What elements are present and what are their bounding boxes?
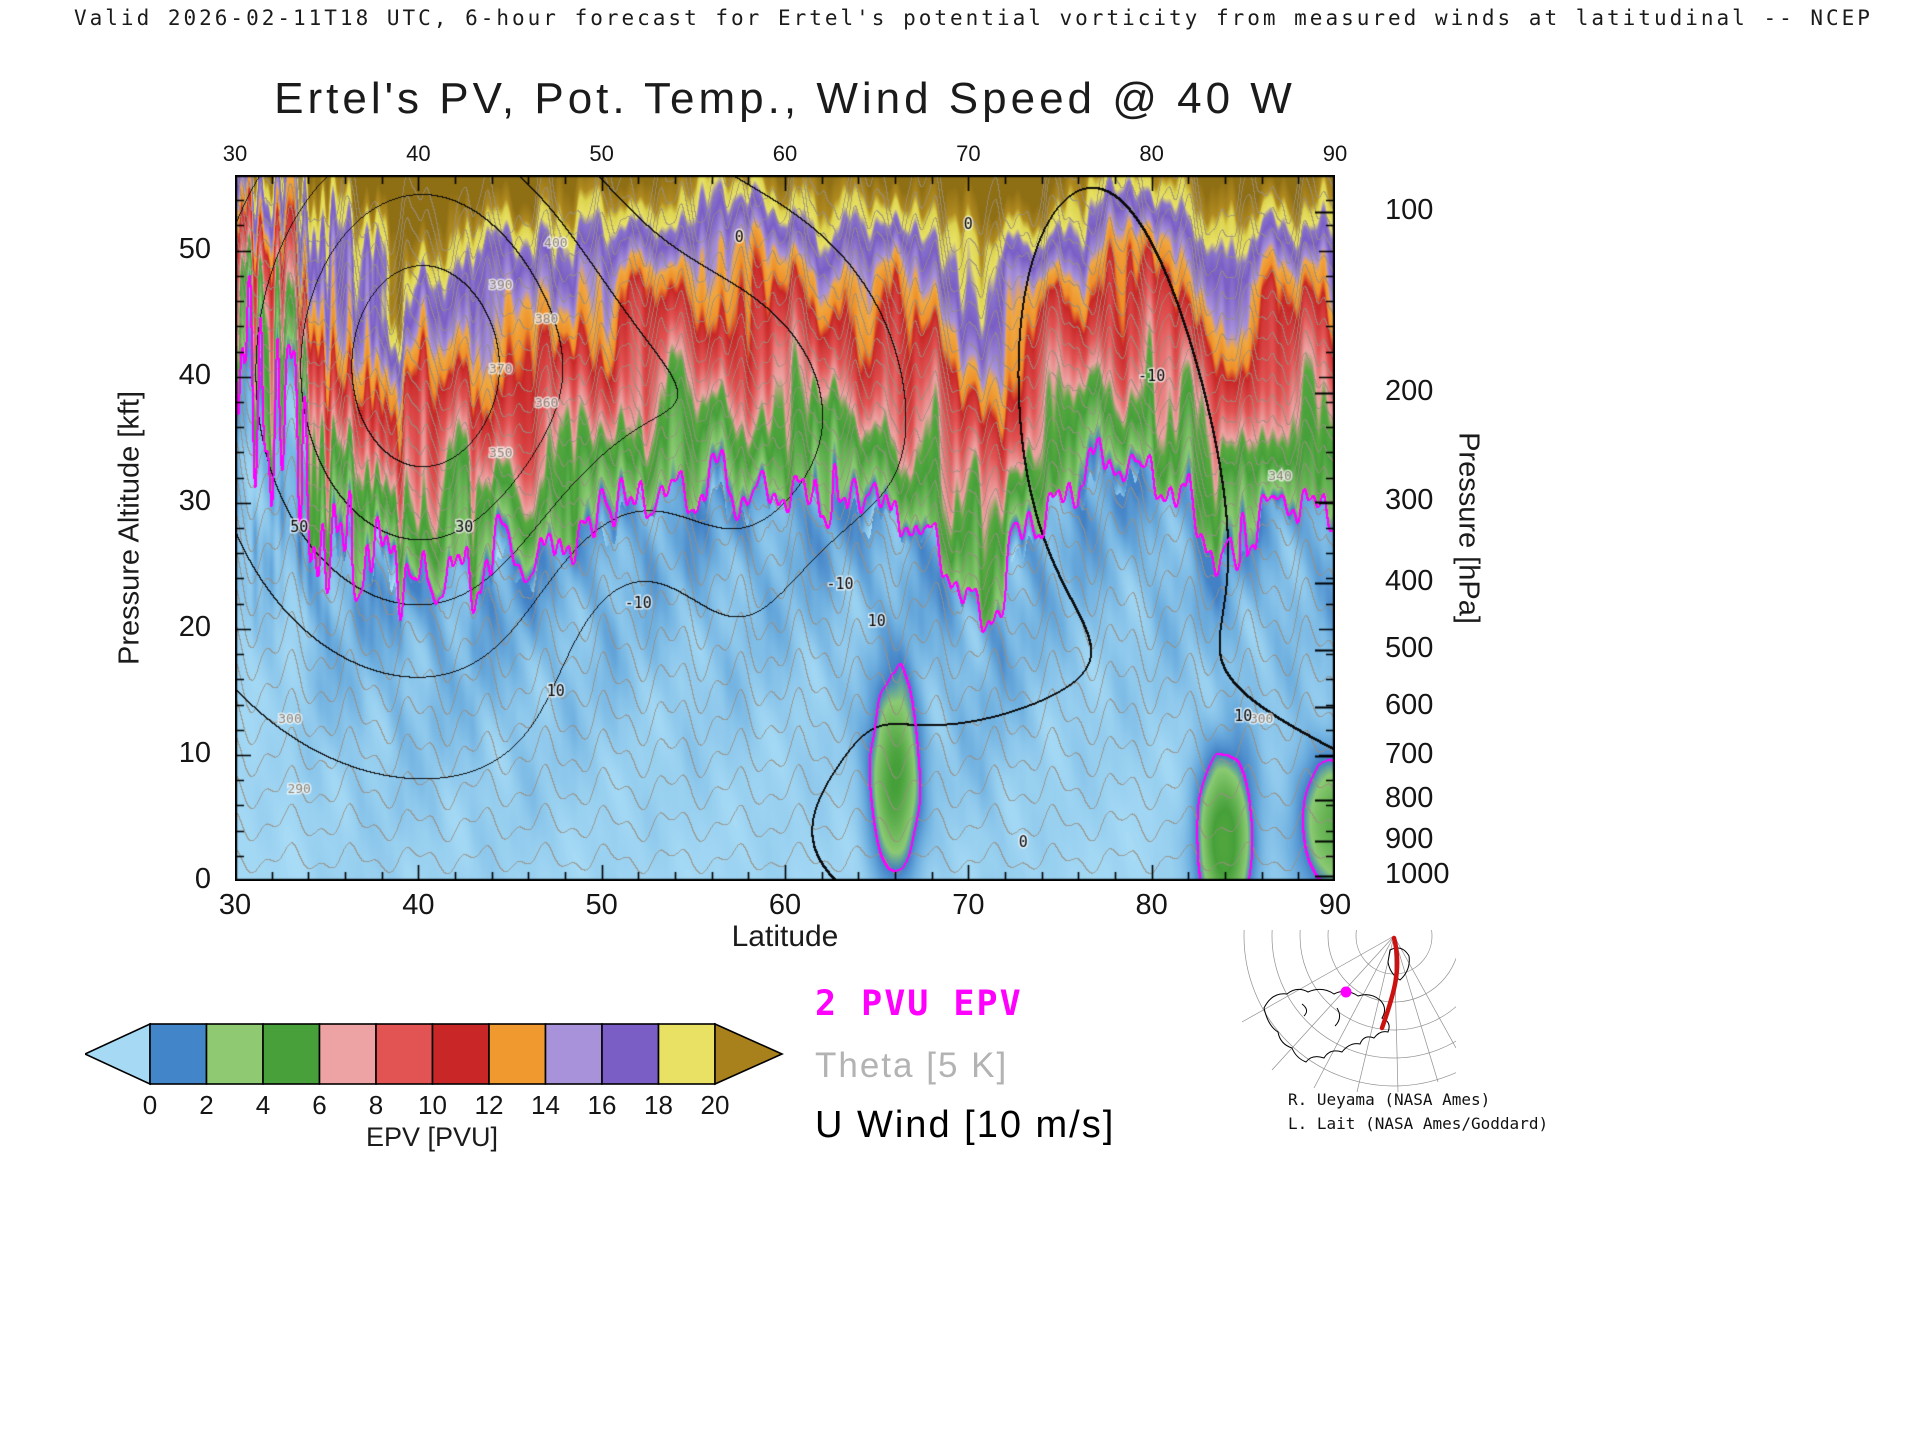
x-axis-title-latitude: Latitude [731,920,839,953]
colorbar-tick-label: 4 [255,1090,271,1120]
plot-title: Ertel's PV, Pot. Temp., Wind Speed @ 40 … [274,74,1296,123]
colorbar-segment [375,1023,434,1085]
x-axis-top-tick-label: 30 [222,141,248,166]
validity-header: Valid 2026-02-11T18 UTC, 6-hour forecast… [74,6,1873,30]
x-axis-tick-label: 70 [952,889,985,921]
x-axis-top-tick-label: 50 [589,141,614,166]
x-axis-top-tick-label: 40 [406,141,431,166]
map-location-dot [1340,986,1352,998]
y-axis-right-tick-label: 1000 [1385,857,1450,890]
colorbar-tick-label: 10 [418,1090,447,1120]
y-axis-right-tick-label: 600 [1385,689,1434,722]
colorbar-segment [657,1023,716,1085]
x-axis-tick-label: 40 [402,889,435,921]
colorbar-tick-label: 20 [700,1090,730,1120]
credit-line-2: L. Lait (NASA Ames/Goddard) [1288,1114,1549,1133]
y-axis-left-tick-label: 30 [178,484,211,517]
colorbar-tick-label: 2 [199,1090,214,1120]
epv-colorbar [85,1022,784,1086]
colorbar-label: EPV [PVU] [365,1122,499,1152]
map-coastline [1263,947,1410,1063]
colorbar-segment [262,1023,321,1085]
y-axis-left-tick-label: 50 [178,232,211,265]
y-axis-right-tick-label: 400 [1385,565,1434,598]
y-axis-left-tick-label: 0 [194,863,211,895]
x-axis-tick-label: 30 [218,889,252,921]
colorbar-tick-label: 14 [531,1090,560,1120]
colorbar-tick-label: 6 [312,1090,327,1120]
x-axis-tick-label: 50 [585,889,618,921]
colorbar-tick-label: 12 [474,1090,504,1120]
colorbar-tick-label: 0 [142,1090,158,1120]
x-axis-top-tick-label: 80 [1139,141,1164,166]
colorbar-tick-label: 16 [587,1090,617,1120]
colorbar-segment [601,1023,660,1085]
colorbar-segment [431,1023,490,1085]
map-graticule [1242,930,1456,1092]
map-cross-section-track [1379,935,1400,1031]
y-axis-left-tick-label: 20 [178,610,211,643]
colorbar-over-arrow [714,1022,784,1086]
colorbar-tick-label: 18 [644,1090,673,1120]
colorbar-segment [318,1023,377,1085]
colorbar-under-arrow [85,1022,151,1086]
y-axis-right-tick-label: 100 [1385,193,1434,226]
map-inset [1242,930,1456,1092]
x-axis-tick-label: 60 [768,889,802,921]
x-axis-top-tick-label: 70 [956,141,981,166]
colorbar-segment [205,1023,264,1085]
y-axis-left-tick-label: 10 [178,736,211,769]
y-axis-left-tick-label: 40 [178,358,211,391]
y-axis-right-tick-label: 900 [1385,822,1434,855]
colorbar-segment [149,1023,208,1085]
legend-2pvu-epv: 2 PVU EPV [815,984,1023,1024]
colorbar-tick-label: 8 [368,1090,384,1120]
x-axis-top-tick-label: 90 [1322,141,1348,166]
y-axis-right-tick-label: 700 [1385,738,1434,771]
x-axis-top-tick-label: 60 [772,141,798,166]
legend-theta: Theta [5 K] [815,1046,1009,1085]
legend-u-wind: U Wind [10 m/s] [815,1104,1116,1146]
x-axis-tick-label: 90 [1318,889,1352,921]
pv-cross-section-plot [235,175,1335,881]
y-axis-title-pressure-altitude: Pressure Altitude [kft] [113,390,146,666]
credit-line-1: R. Ueyama (NASA Ames) [1288,1090,1491,1109]
y-axis-right-tick-label: 800 [1385,782,1434,815]
x-axis-tick-label: 80 [1135,889,1168,921]
y-axis-right-tick-label: 300 [1385,483,1434,516]
colorbar-segment [488,1023,547,1085]
colorbar-segment [544,1023,603,1085]
y-axis-right-tick-label: 200 [1385,375,1434,408]
y-axis-right-tick-label: 500 [1385,632,1434,665]
y-axis-title-pressure: Pressure [hPa] [1452,432,1485,624]
